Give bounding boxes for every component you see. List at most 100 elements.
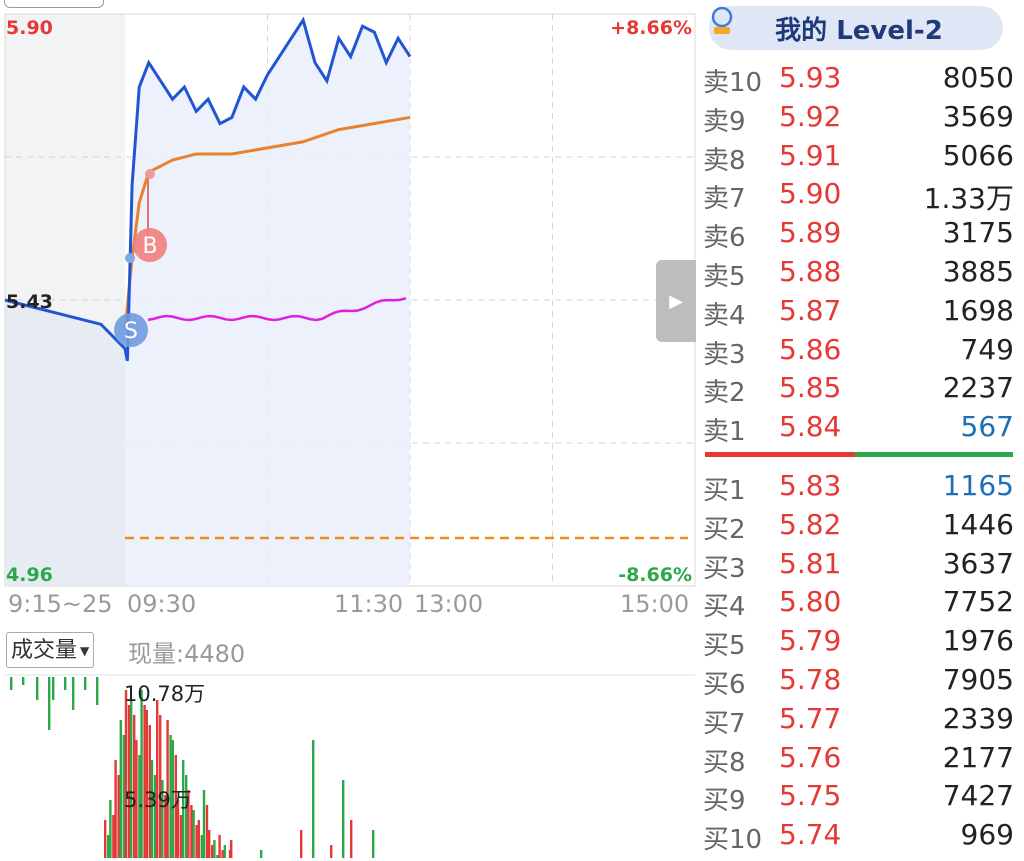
volume-bar <box>187 790 190 858</box>
volume-bar <box>342 780 345 858</box>
volume-bar <box>109 800 112 858</box>
level-label: 买2 <box>703 514 746 545</box>
level-price: 5.88 <box>779 255 842 288</box>
time-label-open: 09:30 <box>127 590 197 618</box>
level-volume: 1976 <box>942 624 1014 658</box>
volume-bar <box>176 800 180 858</box>
chevron-down-icon: ▼ <box>80 644 90 658</box>
volume-bar <box>164 795 167 858</box>
indicator-select-label: 成交量 <box>11 638 78 663</box>
volume-bar <box>372 830 375 858</box>
level2-badge-icon <box>711 6 733 34</box>
avg-price-line <box>123 115 411 331</box>
level-volume: 2177 <box>942 740 1014 774</box>
intraday-chart[interactable]: B S 5.90 5.43 4.96 +8.66% -8.66% 9:15~25… <box>0 0 700 861</box>
collapse-panel-tab[interactable]: ▶ <box>656 260 696 342</box>
indicator-select[interactable]: 成交量 ▼ <box>6 632 95 668</box>
level-volume: 2339 <box>942 701 1014 735</box>
time-label-close: 15:00 <box>620 590 690 618</box>
volume-bar <box>127 705 131 858</box>
volume-bar <box>185 775 188 858</box>
volume-bar <box>148 725 151 858</box>
volume-bar <box>161 780 164 858</box>
level-label: 卖10 <box>703 68 763 98</box>
volume-bar <box>223 845 226 858</box>
bid-row[interactable]: 买1 5.83 1165 <box>697 466 1024 506</box>
level2-header[interactable]: 我的 Level-2 <box>709 6 1003 50</box>
sell-marker[interactable]: S <box>114 313 148 347</box>
ask-row[interactable]: 卖2 5.85 2237 <box>697 368 1024 409</box>
ask-row[interactable]: 卖3 5.86 749 <box>697 330 1024 370</box>
level-price: 5.83 <box>779 469 842 502</box>
level-price: 5.86 <box>779 332 842 366</box>
ask-row[interactable]: 卖1 5.84 567 <box>697 407 1024 447</box>
ask-row[interactable]: 卖8 5.91 5066 <box>697 136 1024 176</box>
level-label: 卖9 <box>703 106 746 137</box>
level-volume: 8050 <box>942 61 1014 94</box>
time-label-noon-close: 11:30 <box>334 590 404 618</box>
level-volume: 969 <box>960 818 1014 852</box>
level-volume: 3175 <box>942 216 1014 250</box>
bid-row[interactable]: 买4 5.80 7752 <box>697 582 1024 622</box>
volume-bar <box>84 677 87 690</box>
volume-bar <box>143 705 146 858</box>
volume-bar <box>104 820 107 858</box>
level-price: 5.87 <box>779 293 842 327</box>
ask-row[interactable]: 卖6 5.89 3175 <box>697 213 1024 253</box>
volume-bar <box>145 710 148 858</box>
volume-bar <box>192 810 195 858</box>
volume-bar <box>171 740 174 858</box>
volume-bar <box>195 825 198 858</box>
volume-bar <box>114 760 117 858</box>
level-label: 卖2 <box>703 378 746 409</box>
time-label-auction: 9:15~25 <box>8 590 113 618</box>
ask-row[interactable]: 卖4 5.87 1698 <box>697 291 1024 331</box>
volume-bar <box>10 677 13 690</box>
volume-bar <box>216 855 219 858</box>
bid-row[interactable]: 买5 5.79 1976 <box>697 621 1024 661</box>
bid-row[interactable]: 买8 5.76 2177 <box>697 738 1024 778</box>
level-label: 买6 <box>703 670 746 700</box>
level-price: 5.77 <box>779 701 842 735</box>
bid-row[interactable]: 买9 5.75 7427 <box>697 776 1024 816</box>
volume-bar <box>202 790 206 858</box>
indicator-line <box>147 296 407 322</box>
period-button[interactable] <box>4 0 104 8</box>
bid-row[interactable]: 买3 5.81 3637 <box>697 544 1024 584</box>
level-price: 5.92 <box>779 99 842 133</box>
volume-bar <box>48 677 51 730</box>
auction-price-area <box>5 300 125 586</box>
level-volume: 749 <box>960 332 1014 366</box>
bid-row[interactable]: 买6 5.78 7905 <box>697 660 1024 700</box>
volume-bar <box>197 820 200 858</box>
price-line <box>4 16 412 362</box>
level-price: 5.84 <box>779 410 842 444</box>
volume-bar <box>22 677 25 685</box>
ask-row[interactable]: 卖10 5.93 8050 <box>697 58 1024 98</box>
level-price: 5.79 <box>779 624 842 658</box>
volume-bar <box>130 700 133 858</box>
volume-bar <box>179 815 183 858</box>
level-price: 5.82 <box>779 507 842 541</box>
volume-bar <box>72 677 75 710</box>
ask-row[interactable]: 卖7 5.90 1.33万 <box>697 174 1024 215</box>
ask-row[interactable]: 卖5 5.88 3885 <box>697 252 1024 292</box>
level-label: 买1 <box>703 476 746 506</box>
volume-bar <box>211 845 214 858</box>
ask-row[interactable]: 卖9 5.92 3569 <box>697 97 1024 137</box>
bid-row[interactable]: 买10 5.74 969 <box>697 815 1024 855</box>
bid-row[interactable]: 买2 5.82 1446 <box>697 505 1024 545</box>
volume-bar <box>174 755 177 858</box>
level-volume: 1446 <box>942 507 1014 541</box>
volume-bar <box>133 715 136 858</box>
buy-marker[interactable]: B <box>133 228 167 262</box>
volume-bars <box>10 677 375 858</box>
volume-bar <box>96 677 99 705</box>
volume-bar <box>117 775 120 858</box>
bid-row[interactable]: 买7 5.77 2339 <box>697 699 1024 739</box>
level2-title: 我的 Level-2 <box>775 15 943 46</box>
level-price: 5.75 <box>779 779 842 813</box>
volume-bar <box>350 820 353 858</box>
level-price: 5.81 <box>779 546 842 580</box>
volume-bar <box>312 740 315 858</box>
